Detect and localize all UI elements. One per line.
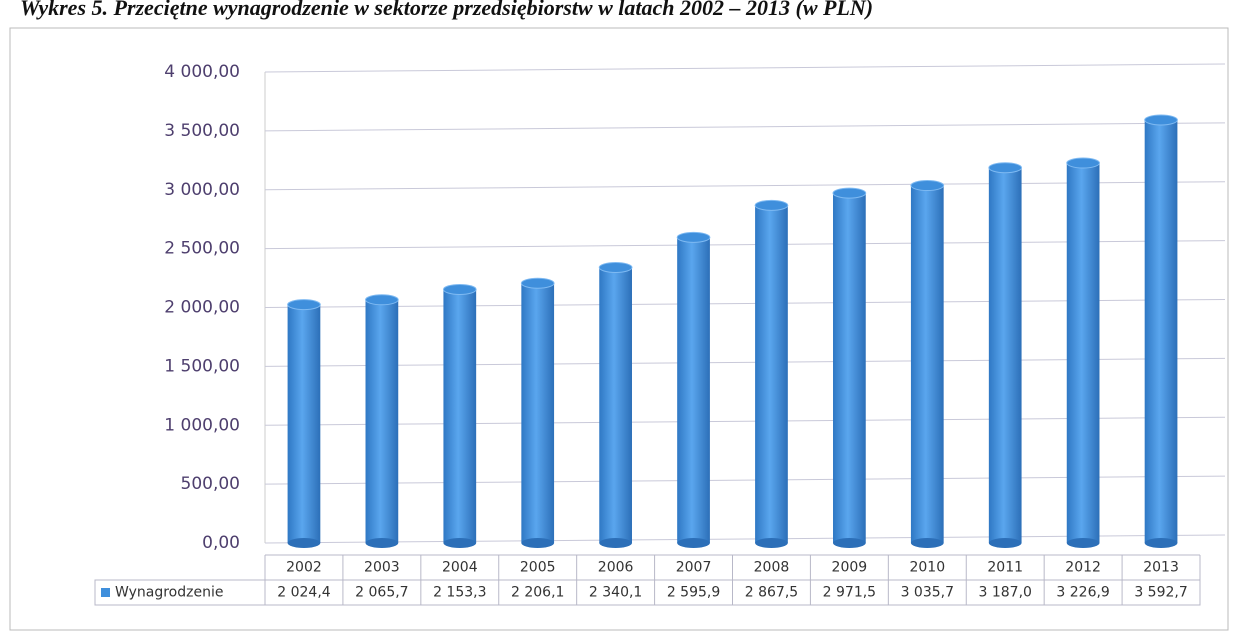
bar-top [754, 199, 789, 211]
grid-line [264, 357, 1226, 367]
value-label: 2 867,5 [745, 585, 798, 601]
value-label: 3 187,0 [978, 585, 1031, 601]
value-label: 2 206,1 [511, 585, 564, 601]
bar-top [365, 294, 399, 306]
y-tick-label: 0,00 [202, 533, 240, 553]
bar [910, 185, 944, 543]
value-label: 2 340,1 [589, 585, 642, 601]
x-tick-label: 2010 [909, 560, 945, 576]
bar-top [676, 231, 711, 243]
value-label: 2 024,4 [277, 585, 331, 601]
bar-top [988, 162, 1023, 174]
grid-line [264, 122, 1226, 132]
bar [521, 283, 555, 543]
bar-base [988, 538, 1022, 548]
y-tick-label: 2 500,00 [164, 239, 240, 259]
y-tick-label: 2 000,00 [164, 298, 240, 318]
legend-swatch [101, 588, 110, 597]
value-label: 2 065,7 [355, 585, 408, 601]
x-tick-label: 2003 [364, 560, 400, 576]
bar [599, 267, 632, 543]
x-tick-label: 2004 [442, 560, 478, 576]
bar-top [1144, 114, 1178, 126]
grid-line [264, 534, 1226, 544]
bar-base [1066, 538, 1100, 548]
x-tick-label: 2006 [598, 560, 634, 576]
bar-top [832, 187, 867, 199]
bar-base [755, 538, 788, 548]
bar [677, 237, 710, 544]
bar-base [365, 538, 399, 548]
bar [1144, 119, 1178, 544]
bar [287, 304, 321, 543]
y-tick-label: 1 500,00 [164, 356, 240, 376]
bar-top [520, 277, 555, 289]
grid-line [264, 63, 1226, 73]
bar-base [521, 538, 555, 548]
bar-base [599, 538, 632, 548]
bar [755, 205, 788, 543]
value-label: 2 595,9 [667, 585, 720, 601]
value-label: 2 971,5 [823, 585, 876, 601]
bar-top [910, 180, 945, 192]
bar-base [677, 538, 710, 548]
bar-top [442, 283, 477, 295]
grid-line [264, 240, 1226, 250]
bar-top [1066, 157, 1100, 169]
x-tick-label: 2008 [754, 560, 790, 576]
y-tick-label: 1 000,00 [164, 415, 240, 435]
x-tick-label: 2012 [1065, 560, 1101, 576]
grid-line [264, 299, 1226, 308]
bar-base [287, 538, 321, 548]
x-tick-label: 2002 [286, 560, 322, 576]
value-label: 3 035,7 [901, 585, 954, 601]
bar [833, 193, 866, 543]
x-tick-label: 2007 [676, 560, 712, 576]
bar-top [598, 261, 633, 273]
bar-top [287, 299, 321, 311]
y-tick-label: 4 000,00 [164, 62, 240, 82]
value-label: 3 592,7 [1134, 585, 1187, 601]
grid-line [264, 416, 1226, 426]
value-label: 3 226,9 [1056, 585, 1109, 601]
bar [988, 167, 1022, 543]
bar [443, 289, 477, 543]
x-tick-label: 2013 [1143, 560, 1179, 576]
y-tick-label: 500,00 [181, 474, 240, 494]
bar [365, 299, 399, 543]
y-tick-label: 3 000,00 [164, 180, 240, 200]
bar [1066, 163, 1100, 543]
bar-base [443, 538, 477, 548]
value-label: 2 153,3 [433, 585, 486, 601]
x-tick-label: 2009 [832, 560, 868, 576]
bar-base [910, 538, 944, 548]
x-tick-label: 2005 [520, 560, 556, 576]
bar-base [1144, 538, 1178, 548]
chart-title: Wykres 5. Przeciętne wynagrodzenie w sek… [20, 0, 873, 20]
grid-line [264, 475, 1226, 485]
x-tick-label: 2011 [987, 560, 1023, 576]
legend-label: Wynagrodzenie [115, 585, 223, 601]
bar-base [833, 538, 866, 548]
y-tick-label: 3 500,00 [164, 121, 240, 141]
grid-line [264, 181, 1226, 191]
